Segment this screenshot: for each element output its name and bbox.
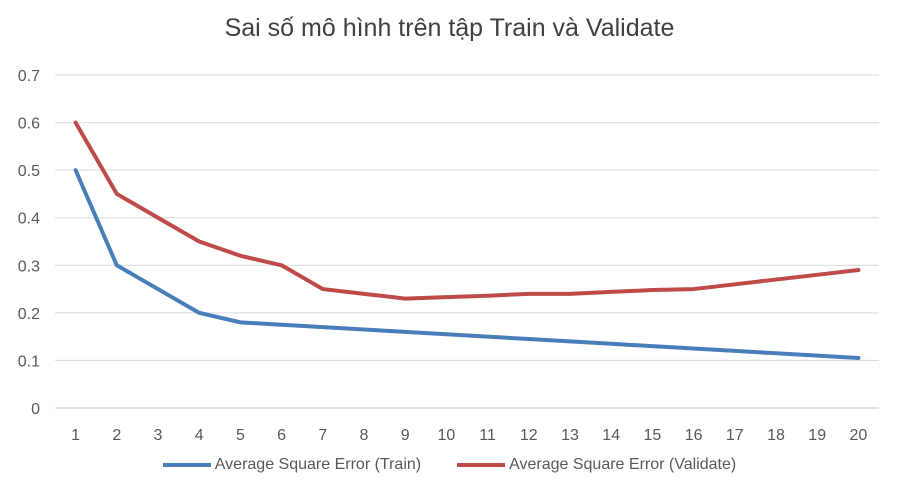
y-tick-label: 0.3 [18,258,40,275]
x-tick-label: 10 [438,427,456,444]
validate-data-point [528,293,529,294]
x-tick-label: 1 [71,427,80,444]
validate-data-point [858,270,859,271]
validate-data-point [322,289,323,290]
legend-item-validate: Average Square Error (Validate) [457,456,736,474]
x-tick-label: 13 [561,427,579,444]
x-tick-label: 8 [360,427,369,444]
y-tick-label: 0.1 [18,353,40,370]
train-data-point [734,350,735,351]
train-data-point [487,336,488,337]
train-data-point [281,324,282,325]
train-data-point [817,355,818,356]
x-tick-label: 17 [726,427,744,444]
train-data-point [240,322,241,323]
x-tick-label: 11 [479,427,496,444]
validate-data-point [817,274,818,275]
x-tick-label: 20 [850,427,868,444]
y-tick-label: 0.4 [18,211,40,228]
legend-item-train: Average Square Error (Train) [162,456,422,474]
x-tick-label: 7 [318,427,327,444]
legend-label-train: Average Square Error (Train) [214,456,422,473]
y-tick-label: 0.7 [18,68,40,85]
legend-swatch-validate [457,463,506,467]
series-line-train [73,168,861,361]
y-tick-label: 0.2 [18,306,40,323]
validate-data-point [405,298,406,299]
validate-data-point [240,255,241,256]
x-tick-label: 3 [154,427,163,444]
train-data-point [446,334,447,335]
y-tick-label: 0.6 [18,116,40,133]
validate-data-point [652,290,653,291]
validate-data-point [611,291,612,292]
x-tick-label: 5 [236,427,245,444]
x-tick-label: 6 [277,427,286,444]
legend: Average Square Error (Train) Average Squ… [0,456,899,474]
train-data-point [652,346,653,347]
x-tick-label: 9 [401,427,410,444]
validate-data-point [281,265,282,266]
chart-title: Sai số mô hình trên tập Train và Validat… [224,14,675,42]
x-tick-label: 19 [808,427,826,444]
train-data-point [116,265,117,266]
x-tick-label: 14 [602,427,620,444]
train-data-point [75,170,76,171]
validate-data-point [158,217,159,218]
validate-data-point [199,241,200,242]
validate-data-point [693,289,694,290]
validate-data-point [776,279,777,280]
validate-data-point [364,293,365,294]
train-data-point [528,339,529,340]
train-data-point [570,341,571,342]
x-tick-label: 4 [195,427,204,444]
x-tick-label: 2 [112,427,121,444]
train-data-point [158,289,159,290]
train-data-point [776,353,777,354]
validate-data-point [487,295,488,296]
train-data-point [405,331,406,332]
validate-data-point [570,293,571,294]
train-data-point [322,327,323,328]
validate-data-point [75,122,76,123]
train-data-point [199,312,200,313]
x-tick-label: 18 [767,427,785,444]
legend-swatch-train [162,463,211,467]
x-tick-label: 15 [644,427,662,444]
validate-data-point [734,284,735,285]
train-data-point [858,358,859,359]
legend-label-validate: Average Square Error (Validate) [509,456,737,473]
train-data-point [693,348,694,349]
validate-data-point [446,297,447,298]
x-tick-label: 16 [685,427,703,444]
y-tick-label: 0.5 [18,163,40,180]
validate-data-point [116,193,117,194]
series-line-validate [73,120,861,301]
train-data-point [611,343,612,344]
y-tick-label: 0 [31,401,40,418]
x-tick-label: 12 [520,427,538,444]
train-data-point [364,329,365,330]
